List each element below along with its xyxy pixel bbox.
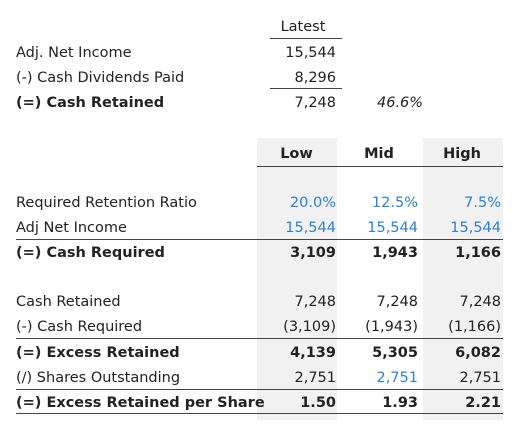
retention-ratio-high: 7.5%	[464, 195, 501, 211]
excess-retained-high: 6,082	[455, 345, 501, 361]
adj-net-income-label: Adj. Net Income	[16, 45, 132, 61]
cash-retained-value: 7,248	[294, 95, 336, 111]
retention-ratio-mid: 12.5%	[371, 195, 418, 211]
header-mid: Mid	[364, 146, 394, 162]
cash-required-low: 3,109	[290, 245, 336, 261]
less-cash-required-high: (1,166)	[448, 319, 501, 335]
bottom-line	[16, 413, 503, 414]
cash-retained-label: (=) Cash Retained	[16, 95, 165, 111]
low-column-shade	[257, 138, 337, 420]
adj-net-income-mid: 15,544	[367, 220, 418, 236]
adj-net-income-value: 15,544	[285, 45, 336, 61]
cash-required-total-line	[16, 239, 503, 240]
dividends-total-line	[270, 88, 342, 89]
header-low: Low	[280, 146, 313, 162]
excess-retained-low: 4,139	[290, 345, 336, 361]
shares-outstanding-high: 2,751	[459, 370, 501, 386]
cash-dividends-label: (-) Cash Dividends Paid	[16, 70, 185, 86]
excess-per-share-mid: 1.93	[382, 395, 418, 411]
cash-retained-low: 7,248	[294, 294, 336, 310]
cash-retained-mid: 7,248	[376, 294, 418, 310]
high-column-shade	[423, 138, 503, 420]
latest-header: Latest	[280, 19, 326, 35]
less-cash-required-mid: (1,943)	[365, 319, 418, 335]
excess-retained-mid: 5,305	[372, 345, 418, 361]
adj-net-income-high: 15,544	[450, 220, 501, 236]
cash-retained-high: 7,248	[459, 294, 501, 310]
less-cash-required-label: (-) Cash Required	[16, 319, 143, 335]
excess-retained-label: (=) Excess Retained	[16, 345, 180, 361]
shares-outstanding-low: 2,751	[294, 370, 336, 386]
cash-required-mid: 1,943	[372, 245, 418, 261]
header-high: High	[443, 146, 481, 162]
cash-retained-2-label: Cash Retained	[16, 294, 121, 310]
shares-outstanding-label: (/) Shares Outstanding	[16, 370, 181, 386]
adj-net-income-2-label: Adj Net Income	[16, 220, 127, 236]
excess-retained-total-line	[16, 338, 503, 339]
latest-header-underline	[270, 38, 342, 39]
adj-net-income-low: 15,544	[285, 220, 336, 236]
excess-per-share-low: 1.50	[300, 395, 336, 411]
per-share-total-line	[16, 389, 503, 390]
cash-dividends-value: 8,296	[294, 70, 336, 86]
retention-ratio-label: Required Retention Ratio	[16, 195, 197, 211]
shares-outstanding-mid: 2,751	[376, 370, 418, 386]
excess-per-share-label: (=) Excess Retained per Share	[16, 395, 265, 411]
less-cash-required-low: (3,109)	[283, 319, 336, 335]
retention-percent: 46.6%	[377, 95, 424, 111]
scenario-header-underline	[257, 166, 503, 167]
excess-per-share-high: 2.21	[465, 395, 501, 411]
retention-ratio-low: 20.0%	[289, 195, 336, 211]
cash-required-label: (=) Cash Required	[16, 245, 165, 261]
cash-required-high: 1,166	[455, 245, 501, 261]
